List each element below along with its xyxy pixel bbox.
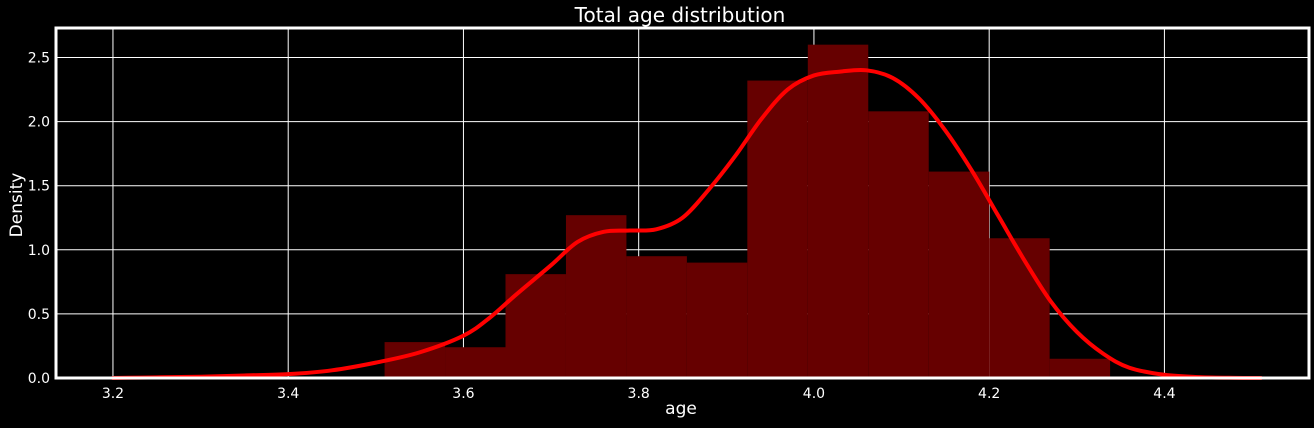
histogram-bar xyxy=(565,215,627,378)
y-axis-label: Density xyxy=(7,173,27,238)
histogram-bar xyxy=(747,80,808,379)
axes-frame xyxy=(54,26,1311,380)
histogram-bars xyxy=(384,44,1111,379)
x-tick-label: 3.2 xyxy=(102,386,124,402)
histogram-bar xyxy=(807,44,869,379)
x-tick-label: 3.6 xyxy=(452,386,474,402)
histogram-bar xyxy=(505,274,566,378)
kde-curve xyxy=(110,67,1263,380)
chart-title: Total age distribution xyxy=(574,3,786,27)
histogram-bar xyxy=(1049,358,1111,378)
x-tick-label: 4.4 xyxy=(1153,386,1175,402)
y-tick-labels: 0.0 0.5 1.0 1.5 2.0 2.5 xyxy=(28,50,50,387)
y-tick-label: 1.0 xyxy=(28,243,50,259)
histogram-bar xyxy=(626,256,687,378)
histogram-bar xyxy=(928,171,990,378)
x-tick-label: 3.4 xyxy=(277,386,299,402)
histogram-bar xyxy=(868,111,929,378)
kde-curve-group xyxy=(110,67,1263,380)
y-tick-label: 0.0 xyxy=(28,371,50,387)
y-tick-label: 1.5 xyxy=(28,179,50,195)
x-axis-label: age xyxy=(665,399,697,419)
x-tick-labels: 3.2 3.4 3.6 3.8 4.0 4.2 4.4 xyxy=(102,386,1176,402)
histogram-bar xyxy=(686,262,748,378)
histogram-bar xyxy=(989,238,1050,378)
histogram-bar xyxy=(445,347,506,378)
y-tick-label: 0.5 xyxy=(28,307,50,323)
y-tick-label: 2.0 xyxy=(28,115,50,131)
x-tick-label: 3.8 xyxy=(628,386,650,402)
y-tick-label: 2.5 xyxy=(28,50,50,66)
x-tick-label: 4.0 xyxy=(803,386,825,402)
x-tick-label: 4.2 xyxy=(978,386,1000,402)
